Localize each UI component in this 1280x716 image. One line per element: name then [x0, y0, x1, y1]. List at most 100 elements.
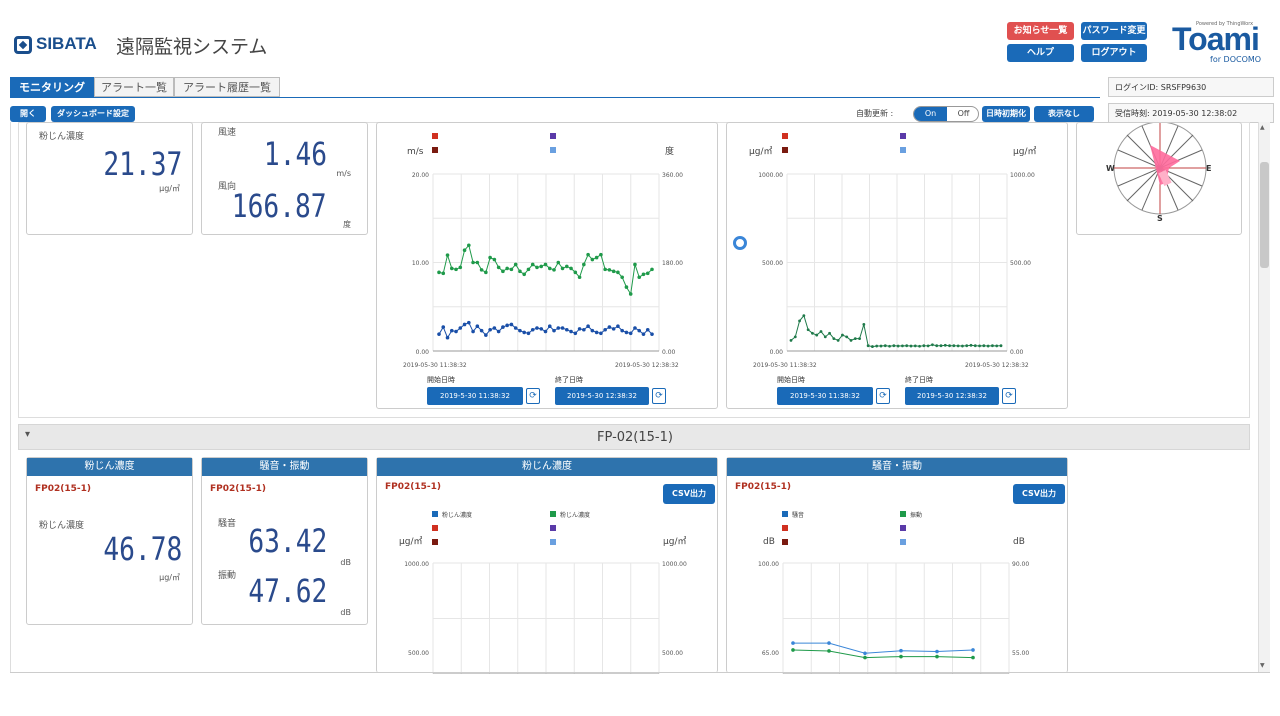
data-point — [827, 649, 831, 653]
data-point — [922, 344, 926, 348]
data-point — [620, 328, 624, 333]
data-point — [982, 344, 986, 348]
fp02-noise-csv-button[interactable]: CSV出力 — [1013, 484, 1065, 504]
data-point — [449, 328, 454, 333]
data-point — [560, 266, 565, 271]
data-point — [522, 330, 526, 335]
left-rule — [10, 122, 11, 673]
fp01-dust-label: 粉じん濃度 — [39, 132, 85, 142]
chart2-grid — [786, 173, 1008, 352]
fp02-dust-csv-button[interactable]: CSV出力 — [663, 484, 715, 504]
logout-button[interactable]: ログアウト — [1081, 44, 1147, 62]
auto-update-label: 自動更新 : — [856, 109, 894, 118]
toggle-off[interactable]: Off — [957, 109, 970, 118]
data-point — [995, 344, 999, 348]
data-point — [798, 319, 801, 323]
chart1-grid — [432, 173, 660, 352]
data-point — [935, 649, 939, 654]
data-point — [616, 324, 620, 329]
wind-speed-value: 1.46 — [263, 135, 327, 173]
tab-alert-list[interactable]: アラート一覧 — [94, 77, 174, 97]
fp02-vib-unit: dB — [340, 608, 351, 617]
data-point — [641, 272, 646, 277]
data-point — [969, 343, 973, 347]
fp02-dust-label: 粉じん濃度 — [39, 521, 85, 531]
data-point — [590, 257, 595, 262]
data-point — [582, 262, 586, 267]
data-point — [935, 654, 939, 659]
chart1-right-unit: 度 — [665, 145, 674, 157]
notice-list-button[interactable]: お知らせ一覧 — [1007, 22, 1074, 40]
fp02-dust-chart-head: 粉じん濃度 — [377, 458, 717, 476]
chart1-end-date-button[interactable]: 2019-5-30 12:38:32 — [555, 387, 649, 405]
chart1-start-date-button[interactable]: 2019-5-30 11:38:32 — [427, 387, 523, 405]
reset-date-button[interactable]: 日時初期化 — [982, 106, 1030, 122]
chart1-start-refresh-icon[interactable]: ⟳ — [526, 388, 540, 404]
chart1-start-label: 開始日時 — [427, 375, 455, 384]
tab-alert-history[interactable]: アラート履歴一覧 — [174, 77, 280, 97]
no-display-button[interactable]: 表示なし — [1034, 106, 1094, 122]
chart1-end-refresh-icon[interactable]: ⟳ — [652, 388, 666, 404]
data-point — [603, 267, 607, 272]
data-point — [853, 337, 857, 341]
chart2-end-date-button[interactable]: 2019-5-30 12:38:32 — [905, 387, 999, 405]
legend-swatch-purple — [550, 133, 556, 139]
data-point — [973, 344, 977, 348]
data-point — [939, 344, 943, 348]
data-point — [905, 344, 909, 348]
data-point — [526, 267, 531, 272]
password-change-button[interactable]: パスワード変更 — [1081, 22, 1147, 40]
fp02-noise-chart-card: 騒音・振動 FP02(15-1) CSV出力 騒音 振動 dB dB 100.0… — [726, 457, 1068, 674]
data-point — [565, 327, 569, 332]
chart2-left-unit: μg/㎥ — [749, 146, 772, 157]
scroll-up-arrow-icon[interactable]: ▲ — [1260, 124, 1265, 131]
data-point — [999, 344, 1003, 348]
data-point — [569, 266, 573, 271]
data-point — [961, 344, 964, 348]
data-point — [628, 292, 633, 296]
data-point — [616, 270, 620, 275]
data-point — [488, 255, 492, 260]
data-point — [611, 269, 616, 274]
toami-logo: Toami — [1172, 21, 1260, 57]
help-button[interactable]: ヘルプ — [1007, 44, 1074, 62]
chart2-start-date-button[interactable]: 2019-5-30 11:38:32 — [777, 387, 873, 405]
fp02-section-header[interactable]: ▾ FP-02(15-1) — [18, 424, 1250, 450]
fp02-vib-value: 47.62 — [248, 572, 327, 610]
fp02-noise-chart-head: 騒音・振動 — [727, 458, 1067, 476]
data-point — [978, 344, 981, 348]
tab-monitoring[interactable]: モニタリング — [10, 77, 94, 97]
brand-name: SIBATA — [36, 34, 97, 53]
data-point — [899, 654, 903, 659]
chart4-yr-tick: 90.00 — [1012, 561, 1029, 568]
data-point — [492, 257, 497, 262]
data-point — [641, 332, 646, 336]
dust-chart-card: μg/㎥ μg/㎥ 1000.00 500.00 0.00 1000.00 50… — [726, 122, 1068, 409]
data-point — [624, 330, 629, 335]
series-line — [790, 314, 1002, 348]
fp02-noise-chart-device: FP02(15-1) — [735, 482, 792, 492]
data-point — [645, 271, 650, 276]
fp02-noise-left-unit: dB — [763, 537, 775, 547]
data-point — [811, 331, 814, 335]
data-point — [590, 328, 595, 333]
wind-dir-unit: 度 — [343, 220, 351, 229]
chart2-start-refresh-icon[interactable]: ⟳ — [876, 388, 890, 404]
data-point — [501, 269, 505, 274]
chart2-end-refresh-icon[interactable]: ⟳ — [1002, 388, 1016, 404]
fp01-dust-unit: μg/㎥ — [159, 184, 180, 193]
chart1-x-tick: 2019-05-30 11:38:32 — [403, 362, 467, 369]
collapse-caret-icon[interactable]: ▾ — [25, 429, 31, 440]
scrollbar-thumb[interactable] — [1260, 162, 1269, 268]
auto-update-toggle[interactable]: On Off — [913, 106, 979, 122]
data-point — [522, 272, 526, 277]
chart2-x-tick: 2019-05-30 11:38:32 — [753, 362, 817, 369]
scroll-down-arrow-icon[interactable]: ▼ — [1260, 662, 1265, 669]
fp02-dust-chart-card: 粉じん濃度 FP02(15-1) CSV出力 粉じん濃度 粉じん濃度 μg/㎥ … — [376, 457, 718, 674]
toggle-on[interactable]: On — [914, 107, 947, 121]
data-point — [569, 329, 573, 334]
dashboard-settings-button[interactable]: ダッシュボード設定 — [51, 106, 135, 122]
fp02-noise-unit: dB — [340, 558, 351, 567]
open-button[interactable]: 開く — [10, 106, 46, 122]
data-point — [628, 331, 633, 336]
